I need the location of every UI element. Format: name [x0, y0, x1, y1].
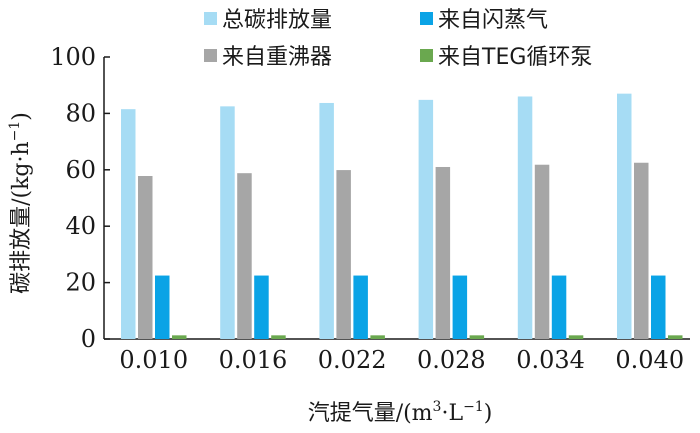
bar-series-0-cat-5	[617, 93, 632, 339]
bar-series-3-cat-1	[271, 335, 286, 339]
x-tick-label: 0.010	[119, 346, 188, 374]
y-tick-label: 80	[65, 99, 96, 127]
bar-series-0-cat-0	[121, 109, 136, 339]
bar-series-1-cat-4	[551, 275, 567, 339]
legend-swatch	[204, 12, 217, 25]
y-tick-label: 100	[50, 43, 96, 71]
bar-series-3-cat-2	[370, 335, 385, 339]
x-axis-title: 汽提气量/(m3·L−1)	[308, 399, 493, 426]
x-tick-label: 0.040	[615, 346, 684, 374]
x-tick-label: 0.028	[417, 346, 486, 374]
x-tick-label: 0.022	[318, 346, 387, 374]
legend-swatch	[420, 12, 433, 25]
bar-series-2-cat-1	[237, 173, 252, 339]
bar-series-3-cat-0	[172, 335, 187, 339]
bar-series-2-cat-0	[138, 176, 153, 339]
y-tick-label: 40	[65, 212, 96, 240]
bar-series-3-cat-3	[469, 335, 485, 339]
bar-series-0-cat-1	[220, 106, 235, 339]
bar-series-1-cat-5	[651, 275, 666, 339]
bar-series-1-cat-1	[254, 275, 269, 339]
bar-series-3-cat-5	[668, 335, 683, 339]
legend-swatch	[420, 49, 433, 62]
bar-series-0-cat-4	[517, 96, 533, 339]
legend-swatch	[204, 49, 217, 62]
bars-group	[121, 93, 683, 339]
bar-series-0-cat-3	[418, 99, 434, 339]
legend-label: 总碳排放量	[222, 8, 332, 33]
y-axis: 0 20 40 60 80 100	[50, 43, 110, 353]
x-tick-label: 0.016	[219, 346, 288, 374]
y-axis-title: 碳排放量/(kg·h−1)	[7, 112, 34, 294]
y-tick-label: 0	[81, 325, 96, 353]
y-tick-label: 60	[65, 156, 96, 184]
legend-label: 来自TEG循环泵	[438, 45, 592, 70]
bar-series-0-cat-2	[319, 102, 334, 339]
legend-label: 来自重沸器	[222, 45, 332, 70]
bar-series-2-cat-5	[634, 162, 649, 339]
x-axis: 0.010 0.016 0.022 0.028 0.034 0.040	[104, 338, 690, 374]
x-tick-label: 0.034	[516, 346, 585, 374]
legend-label: 来自闪蒸气	[438, 8, 548, 33]
bar-series-2-cat-2	[336, 170, 351, 339]
bar-series-2-cat-3	[435, 166, 451, 339]
bar-series-1-cat-2	[353, 275, 368, 339]
bar-series-1-cat-3	[452, 275, 468, 339]
bar-series-1-cat-0	[155, 275, 170, 339]
y-tick-label: 20	[65, 269, 96, 297]
bar-series-2-cat-4	[534, 164, 550, 339]
bar-series-3-cat-4	[568, 335, 584, 339]
